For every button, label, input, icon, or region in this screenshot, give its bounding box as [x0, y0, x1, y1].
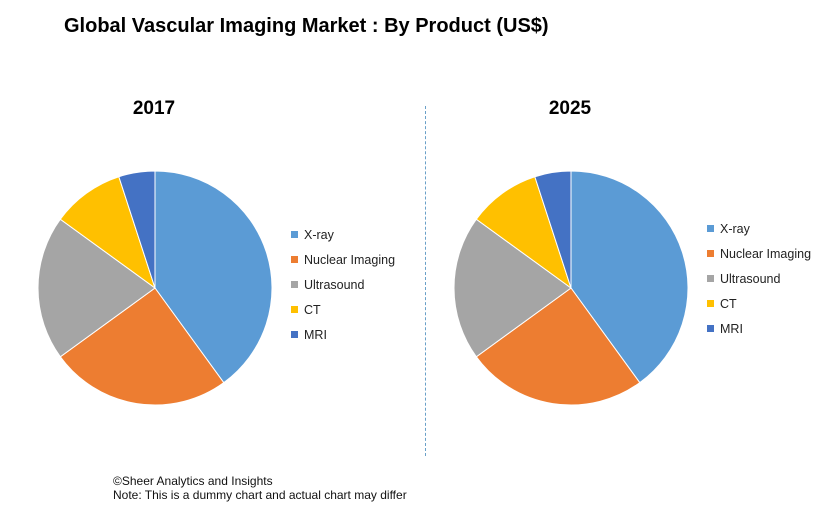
legend-swatch — [291, 306, 298, 313]
legend-item: Ultrasound — [707, 266, 811, 291]
legend-swatch — [707, 225, 714, 232]
chart-divider — [425, 106, 426, 456]
footer: ©Sheer Analytics and Insights Note: This… — [113, 474, 407, 502]
pie-slice-mri — [118, 170, 156, 289]
chart-title-2017: 2017 — [132, 98, 176, 119]
legend-label: Nuclear Imaging — [720, 246, 812, 261]
legend-swatch — [291, 331, 298, 338]
pie-slice-ultrasound — [453, 218, 572, 358]
copyright-text: ©Sheer Analytics and Insights — [113, 474, 273, 488]
legend-label: X-ray — [720, 221, 750, 236]
pie-slice-x-ray — [570, 170, 689, 384]
legend-item: CT — [707, 291, 811, 316]
legend-swatch — [291, 256, 298, 263]
legend-swatch — [291, 231, 298, 238]
footer-note: Note: This is a dummy chart and actual c… — [113, 488, 407, 502]
legend-item: CT — [291, 297, 395, 322]
pie-slice-mri — [534, 170, 572, 289]
legend-swatch — [707, 325, 714, 332]
legend-label: CT — [304, 302, 321, 317]
legend-swatch — [707, 250, 714, 257]
pie-slice-x-ray — [154, 170, 273, 384]
legend-item: Ultrasound — [291, 272, 395, 297]
pie-slice-ct — [59, 176, 156, 290]
legend-item: X-ray — [291, 222, 395, 247]
chart-title-2025: 2025 — [548, 98, 592, 119]
page-title: Global Vascular Imaging Market : By Prod… — [64, 15, 549, 37]
legend-swatch — [707, 300, 714, 307]
legend-label: MRI — [720, 321, 743, 336]
legend-label: X-ray — [304, 227, 334, 242]
legend-label: Ultrasound — [304, 277, 365, 292]
legend-item: X-ray — [707, 216, 811, 241]
pie-slice-nuclear-imaging — [59, 287, 225, 406]
legend-item: Nuclear Imaging — [707, 241, 811, 266]
legend-label: Nuclear Imaging — [304, 252, 396, 267]
legend-swatch — [707, 275, 714, 282]
legend-2025: X-ray Nuclear Imaging Ultrasound CT MRI — [707, 216, 811, 341]
pie-slice-ct — [475, 176, 572, 290]
legend-label: MRI — [304, 327, 327, 342]
legend-swatch — [291, 281, 298, 288]
legend-2017: X-ray Nuclear Imaging Ultrasound CT MRI — [291, 222, 395, 347]
pie-slice-ultrasound — [37, 218, 156, 358]
legend-label: Ultrasound — [720, 271, 781, 286]
legend-item: MRI — [291, 322, 395, 347]
legend-item: MRI — [707, 316, 811, 341]
legend-label: CT — [720, 296, 737, 311]
legend-item: Nuclear Imaging — [291, 247, 395, 272]
pie-slice-nuclear-imaging — [475, 287, 641, 406]
